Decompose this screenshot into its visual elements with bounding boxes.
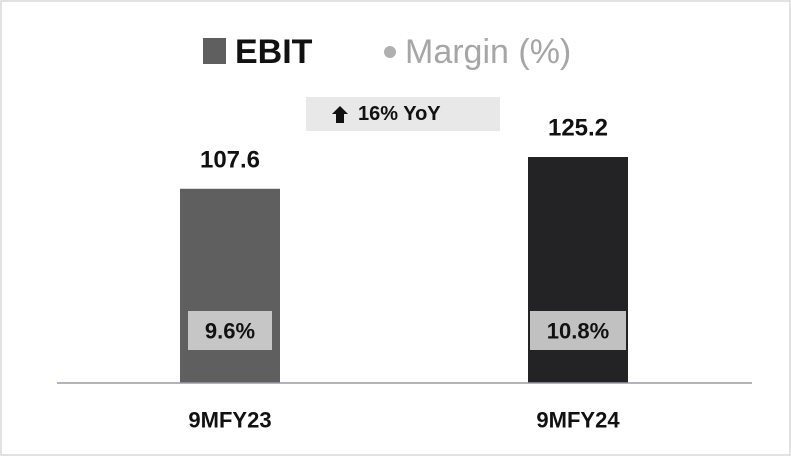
margin-box (530, 311, 626, 350)
legend-swatch (384, 46, 396, 58)
x-tick-label: 9MFY24 (536, 408, 620, 433)
arrow-icon (332, 106, 348, 123)
x-tick-label: 9MFY23 (188, 408, 271, 433)
data-label: 125.2 (548, 115, 608, 142)
legend-label: EBIT (235, 33, 313, 71)
annotation: 16% YoY (358, 103, 441, 125)
margin-label: 9.6% (205, 319, 255, 344)
legend-label: Margin (%) (405, 33, 571, 71)
margin-label: 10.8% (547, 319, 609, 344)
margin-box (188, 311, 272, 350)
bar (180, 188, 280, 383)
data-label: 107.6 (200, 146, 260, 173)
legend-swatch (203, 38, 226, 64)
